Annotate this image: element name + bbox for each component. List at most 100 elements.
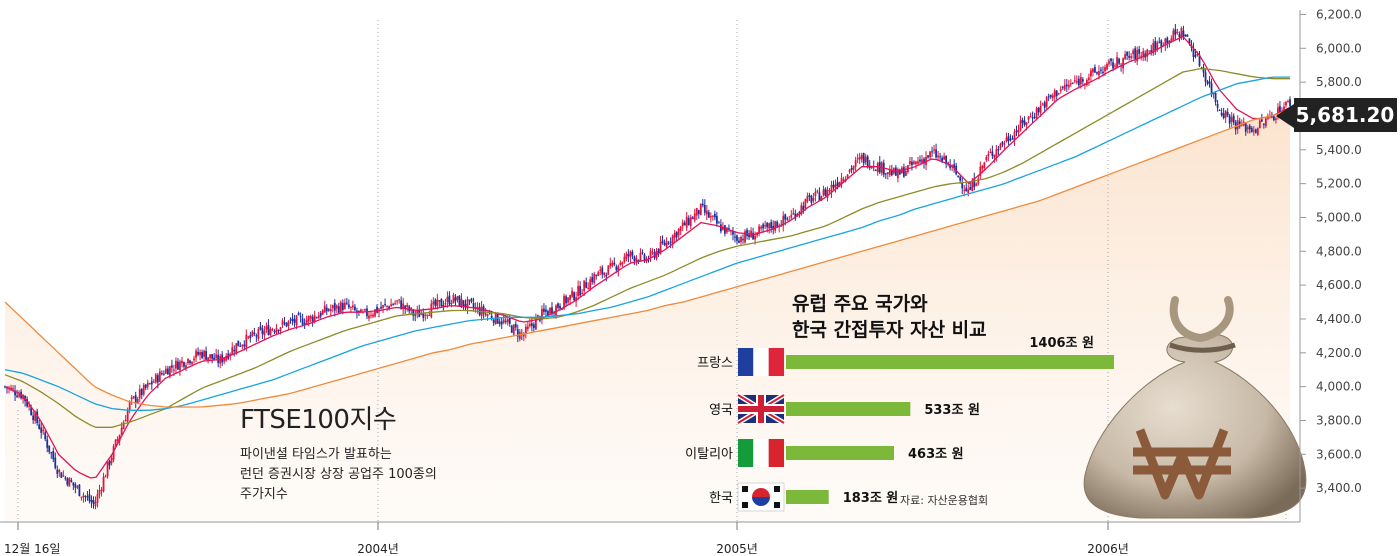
candle-body: [207, 357, 210, 361]
candle-body: [764, 225, 767, 227]
candle-body: [1254, 129, 1257, 133]
candle-body: [786, 218, 789, 220]
candle-body: [816, 190, 819, 192]
candle-body: [1116, 56, 1118, 68]
candle-body: [160, 373, 163, 375]
candle-body: [784, 214, 787, 220]
candle-body: [681, 222, 684, 227]
candle-body: [1168, 41, 1171, 43]
candle-body: [1090, 70, 1092, 77]
candle-body: [864, 156, 867, 163]
candle-body: [619, 262, 622, 265]
candle-body: [1194, 54, 1197, 57]
candle-body: [890, 170, 893, 176]
candle-body: [305, 319, 308, 325]
candle-body: [691, 217, 694, 220]
candle-body: [150, 381, 153, 385]
france-flag-icon: [738, 348, 784, 376]
candle-body: [106, 461, 109, 477]
inset-source: 자료: 자산운용협회: [900, 494, 988, 507]
candle-body: [524, 326, 527, 335]
candle-body: [780, 225, 783, 227]
candle-body: [979, 166, 982, 177]
candle-body: [168, 366, 171, 377]
candle-body: [715, 215, 718, 224]
candle-body: [275, 328, 278, 334]
candle-body: [603, 272, 606, 276]
candle-body: [589, 279, 592, 290]
candle-body: [724, 225, 726, 234]
candle-body: [611, 262, 614, 266]
candle-body: [1146, 49, 1149, 57]
candle-body: [1220, 112, 1223, 116]
candle-body: [396, 300, 399, 302]
candle-body: [705, 210, 708, 215]
candle-body: [1246, 127, 1249, 130]
candle-body: [953, 164, 956, 168]
candle-body: [1110, 58, 1112, 62]
candle-body: [931, 151, 933, 153]
candle-body: [398, 299, 401, 301]
candle-body: [335, 305, 338, 309]
candle-body: [1250, 128, 1253, 133]
candle-body: [1019, 120, 1022, 131]
candle-body: [315, 317, 318, 319]
candle-body: [420, 313, 423, 315]
candle-body: [329, 309, 332, 312]
candle-body: [790, 215, 793, 218]
ma-longest-line: [4, 108, 1291, 408]
candle-body: [693, 213, 696, 221]
candle-body: [215, 354, 218, 359]
y-tick-label: 3,400.0: [1316, 481, 1362, 495]
candle-body: [569, 295, 571, 300]
candle-body: [1164, 38, 1167, 46]
candle-body: [1011, 138, 1014, 140]
candle-body: [1214, 92, 1217, 103]
candle-body: [295, 315, 298, 326]
candle-body: [313, 315, 316, 322]
candle-body: [1132, 50, 1135, 55]
candle-body: [42, 429, 45, 432]
candle-body: [1112, 62, 1114, 69]
candle-body: [663, 242, 666, 246]
candle-body: [265, 326, 268, 330]
candle-body: [677, 228, 680, 236]
candle-body: [404, 305, 407, 309]
candle-body: [62, 475, 65, 477]
long-ma-area-fill: [5, 109, 1290, 522]
candle-body: [842, 179, 845, 181]
candle-body: [66, 478, 69, 485]
won-symbol-icon: [1133, 428, 1231, 500]
candle-body: [772, 225, 775, 230]
candle-body: [1248, 125, 1251, 130]
candle-body: [585, 282, 588, 288]
candle-body: [1186, 34, 1189, 37]
y-axis-ticks: 3,400.0 3,600.0 3,800.0 4,000.0 4,200.0 4,400…: [1300, 7, 1362, 495]
inset-value-label: 533조 원: [924, 403, 980, 418]
candle-body: [526, 326, 529, 330]
candle-body: [442, 304, 445, 307]
candle-body: [345, 302, 348, 304]
candle-body: [82, 495, 85, 498]
candle-body: [959, 176, 962, 181]
candle-body: [450, 302, 453, 304]
candle-body: [201, 352, 203, 358]
candle-body: [486, 314, 489, 316]
candle-body: [1077, 78, 1080, 86]
candle-body: [913, 161, 915, 164]
candle-body: [627, 254, 630, 257]
candle-body: [573, 292, 576, 301]
y-tick-label: 5,400.0: [1316, 143, 1362, 157]
candle-body: [380, 306, 382, 309]
candle-body: [742, 239, 744, 241]
candle-body: [810, 196, 813, 203]
candle-body: [669, 241, 672, 243]
candle-body: [1287, 101, 1289, 103]
candle-body: [271, 329, 274, 331]
candle-body: [748, 234, 750, 238]
candle-body: [96, 493, 99, 503]
candle-body: [989, 151, 992, 153]
candle-body: [798, 212, 801, 214]
candle-body: [162, 373, 165, 375]
candle-body: [92, 500, 95, 504]
